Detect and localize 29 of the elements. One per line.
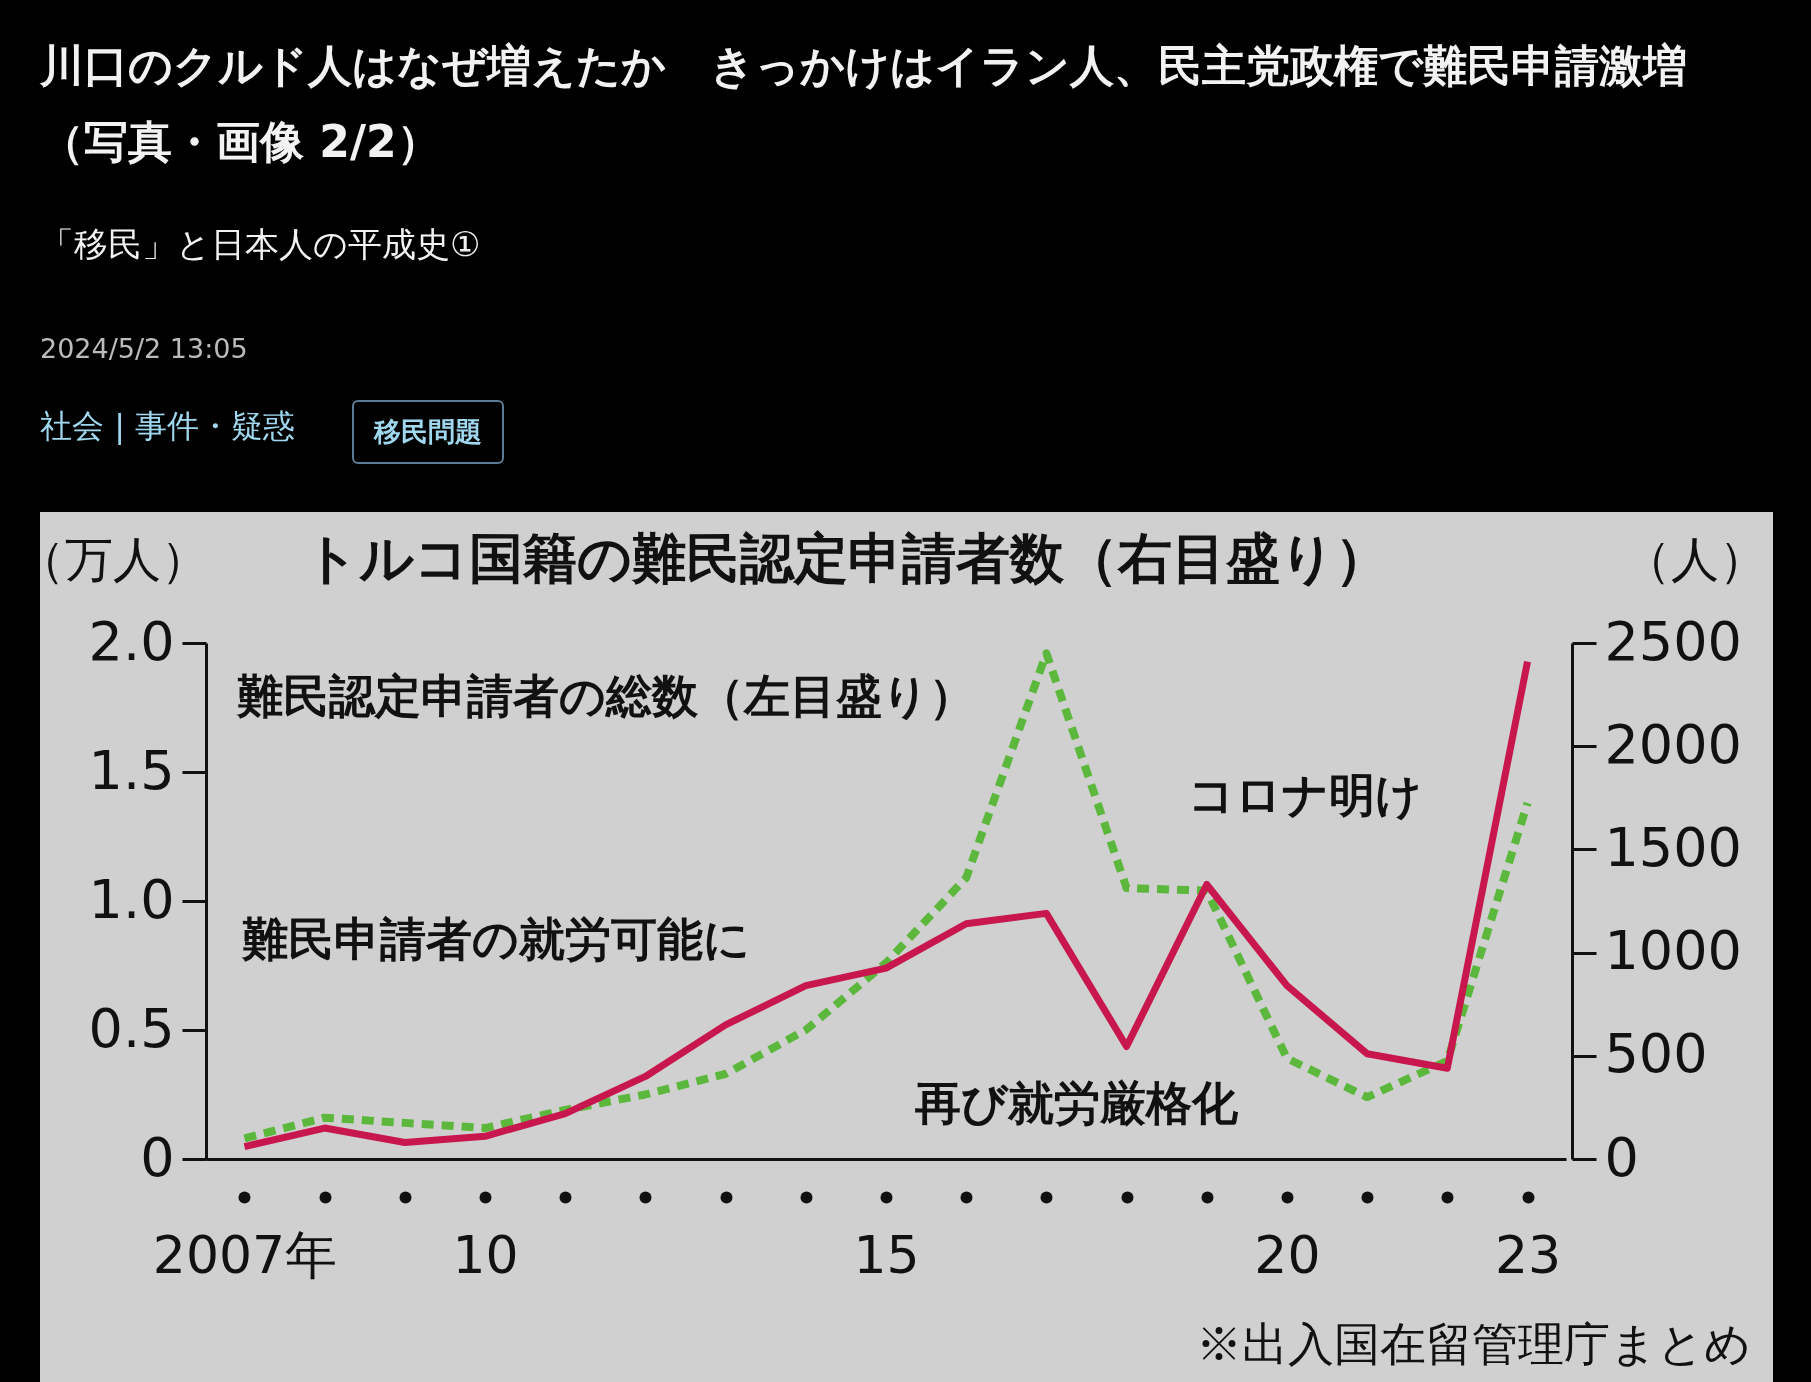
annotation: 再び就労厳格化 — [913, 1076, 1239, 1130]
text: 2024/5/2 13:05 — [40, 333, 248, 364]
y-tick-label: 0.5 — [88, 996, 175, 1060]
y-axis-title: （万人） — [16, 530, 209, 587]
y2-tick-label: 1000 — [1604, 919, 1742, 983]
x-tick-label: 2007年 — [152, 1224, 338, 1285]
x-tick-label: 20 — [1254, 1224, 1321, 1285]
text: 社会 | 事件・疑惑 — [40, 406, 296, 447]
annotation: 難民申請者の就労可能に — [241, 912, 750, 966]
y2-tick-label: 1500 — [1604, 815, 1742, 879]
y2-axis-title: （人） — [1622, 530, 1767, 587]
y-tick-label: 1.0 — [88, 867, 175, 931]
text: ※出入国在留管理庁まとめ — [1196, 1316, 1751, 1373]
y2-tick-label: 500 — [1604, 1022, 1708, 1086]
x-tick-label: 10 — [452, 1224, 519, 1285]
x-tick-label: 23 — [1494, 1224, 1562, 1285]
y2-tick-label: 2500 — [1604, 609, 1742, 673]
y2-tick-label: 0 — [1604, 1125, 1639, 1189]
y-tick-label: 0 — [140, 1125, 175, 1189]
series-label: 難民認定申請者の総数（左目盛り） — [236, 669, 975, 723]
y-tick-label: 2.0 — [88, 609, 175, 673]
annotation: コロナ明け — [1188, 768, 1422, 822]
chart-subtitle: 「移民」と日本人の平成史① — [40, 223, 481, 266]
chart-title: 川口のクルド人はなぜ増えたか きっかけはイラン人、民主党政権で難民申請激増（写真・画像 2/2） — [40, 39, 1688, 169]
text: 移民問題 — [352, 400, 504, 464]
y-tick-label: 1.5 — [88, 738, 175, 802]
x-tick-label: 15 — [853, 1224, 920, 1285]
y2-tick-label: 2000 — [1604, 712, 1742, 776]
text: トルコ国籍の難民認定申請者数（右目盛り） — [303, 527, 1389, 590]
